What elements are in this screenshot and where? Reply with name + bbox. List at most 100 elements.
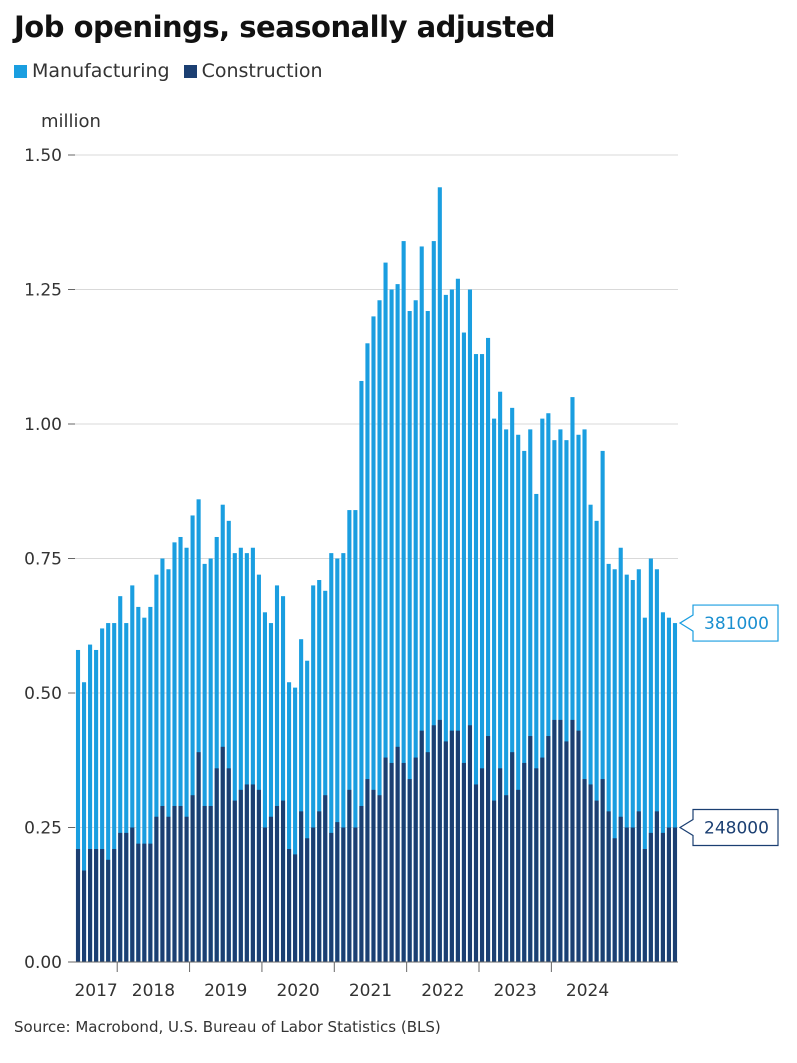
manufacturing-bar — [94, 649, 99, 962]
manufacturing-bar — [268, 623, 274, 962]
manufacturing-bar — [377, 300, 382, 962]
construction-bar — [274, 805, 280, 962]
construction-bar — [624, 827, 629, 962]
manufacturing-bar — [618, 547, 623, 962]
manufacturing-bar — [576, 434, 581, 962]
construction-bar — [305, 838, 310, 962]
y-tick-label: 1.25 — [24, 281, 62, 301]
manufacturing-bar — [208, 558, 213, 962]
manufacturing-bar — [528, 429, 533, 962]
manufacturing-bar — [365, 343, 370, 962]
construction-bar — [280, 800, 286, 962]
construction-bar — [184, 816, 189, 962]
manufacturing-bar — [184, 547, 189, 962]
manufacturing-bar — [630, 580, 635, 962]
construction-bar — [449, 730, 454, 962]
manufacturing-bar — [136, 606, 141, 962]
manufacturing-bar — [431, 241, 436, 962]
legend-item-construction: Construction — [183, 60, 323, 82]
construction-bar — [365, 779, 370, 962]
construction-bar — [256, 789, 261, 962]
construction-bar — [437, 719, 442, 962]
legend: Manufacturing Construction — [14, 60, 337, 82]
x-tick-label: 2021 — [349, 981, 392, 1001]
manufacturing-bar — [172, 542, 177, 962]
construction-bar — [124, 832, 129, 962]
construction-bar — [262, 827, 267, 962]
manufacturing-bar — [672, 623, 678, 962]
construction-bar — [461, 762, 466, 962]
manufacturing-bar — [359, 380, 364, 963]
manufacturing-bar — [594, 520, 599, 962]
construction-bar — [196, 752, 201, 962]
manufacturing-bar — [552, 440, 557, 962]
construction-bar — [94, 849, 99, 962]
construction-bar — [250, 784, 255, 962]
manufacturing-bar — [341, 553, 346, 962]
construction-bar — [666, 827, 672, 962]
construction-bar — [479, 768, 485, 962]
construction-bar — [323, 795, 328, 962]
legend-swatch-construction — [183, 64, 197, 78]
construction-bar — [660, 832, 665, 962]
construction-bar — [317, 811, 322, 962]
manufacturing-bar — [455, 278, 460, 962]
x-tick-label: 2019 — [204, 981, 247, 1001]
construction-bar — [202, 805, 207, 962]
manufacturing-bar — [311, 585, 316, 962]
manufacturing-bar — [479, 354, 485, 962]
manufacturing-bar — [534, 493, 539, 962]
construction-bar — [172, 805, 177, 962]
construction-bar — [600, 779, 605, 962]
manufacturing-bar — [588, 504, 593, 962]
manufacturing-bar — [124, 623, 129, 962]
manufacturing-bar — [262, 612, 267, 962]
x-axis: 2017 2018 2019 2020 2021 2022 2023 2024 — [68, 961, 678, 1001]
x-tick-label: 2023 — [494, 981, 537, 1001]
manufacturing-bar — [648, 558, 653, 962]
construction-bar — [672, 827, 678, 962]
manufacturing-bar — [353, 510, 358, 962]
y-axis-ticks: 0.00 0.25 0.50 0.75 1.00 1.25 1.50 — [24, 146, 75, 973]
manufacturing-bar — [401, 241, 406, 962]
manufacturing-bar — [492, 418, 497, 962]
construction-bar — [130, 827, 135, 962]
manufacturing-bar — [510, 407, 515, 962]
construction-bar — [341, 827, 346, 962]
construction-bar — [178, 805, 183, 962]
manufacturing-bar — [118, 596, 123, 962]
construction-bar — [214, 768, 219, 962]
manufacturing-bar — [196, 499, 201, 962]
construction-bar — [594, 800, 599, 962]
manufacturing-bar — [106, 623, 111, 962]
construction-bar — [232, 800, 237, 962]
manufacturing-bar — [347, 510, 352, 962]
manufacturing-bar — [389, 289, 394, 962]
construction-bar — [383, 757, 388, 962]
manufacturing-bar — [461, 332, 466, 962]
manufacturing-bar — [636, 569, 641, 962]
construction-bar — [371, 789, 376, 962]
manufacturing-bar — [148, 606, 153, 962]
manufacturing-bar — [250, 547, 255, 962]
construction-bar — [636, 811, 641, 962]
manufacturing-bar — [75, 649, 81, 962]
manufacturing-bar — [642, 617, 647, 962]
manufacturing-bar — [540, 418, 545, 962]
construction-bar — [510, 752, 515, 962]
construction-bar — [100, 849, 105, 962]
manufacturing-bar — [335, 558, 340, 962]
legend-swatch-manufacturing — [14, 64, 27, 78]
y-tick-label: 1.50 — [24, 146, 62, 166]
manufacturing-bar — [546, 413, 551, 962]
manufacturing-callout-box — [678, 604, 779, 642]
gridlines — [75, 154, 678, 828]
construction-bar — [467, 725, 473, 962]
construction-bar — [389, 762, 394, 962]
construction-callout-box — [678, 808, 779, 847]
manufacturing-bar — [407, 311, 412, 962]
manufacturing-bar — [329, 553, 334, 962]
manufacturing-bar — [130, 585, 135, 962]
construction-bar — [443, 741, 448, 962]
manufacturing-bar — [606, 563, 611, 962]
